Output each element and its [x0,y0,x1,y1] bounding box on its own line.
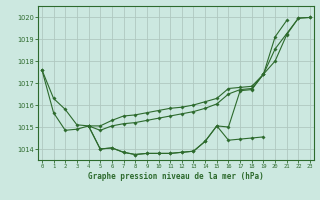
X-axis label: Graphe pression niveau de la mer (hPa): Graphe pression niveau de la mer (hPa) [88,172,264,181]
